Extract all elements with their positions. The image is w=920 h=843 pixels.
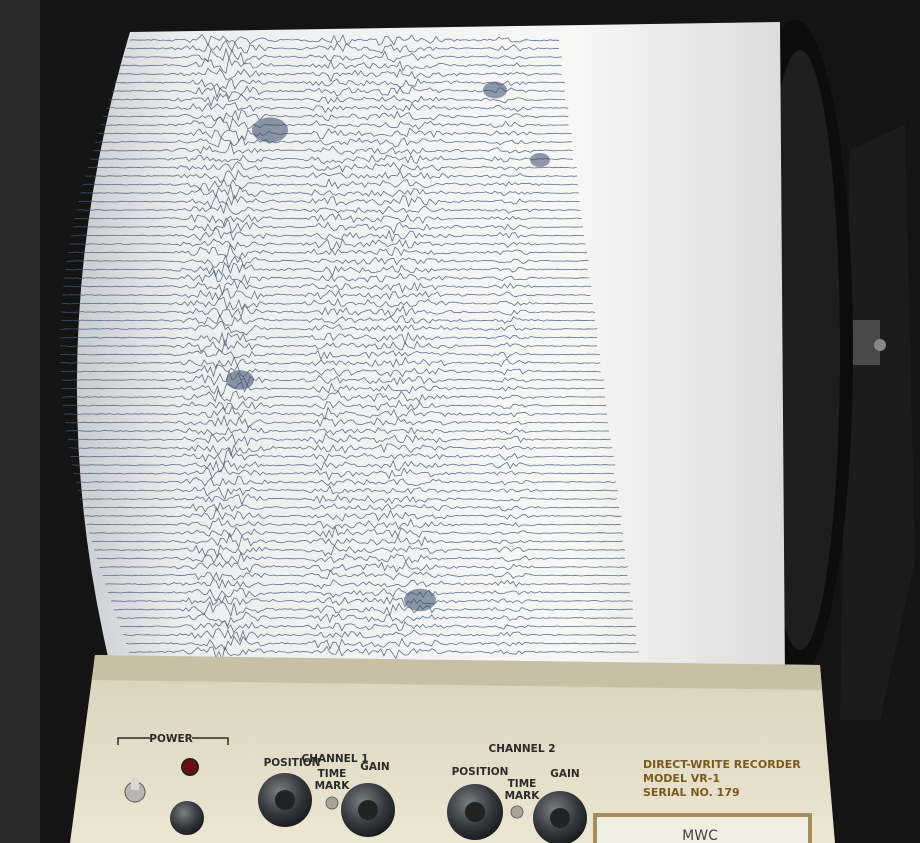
bolt: [874, 339, 886, 351]
recorder-model: MODEL VR-1: [643, 772, 720, 785]
ink-blot: [530, 153, 550, 167]
tag-text: MWC: [682, 828, 718, 843]
time-mark-label: TIME: [508, 778, 537, 790]
position-label: POSITION: [264, 757, 321, 769]
page: POWER CHANNEL 1 POSITION TIME MARK GAIN …: [0, 0, 920, 843]
switch-lever[interactable]: [131, 778, 139, 790]
knob-cap[interactable]: [465, 802, 485, 822]
channel-title: CHANNEL 2: [488, 743, 555, 755]
seismograph-photo: POWER CHANNEL 1 POSITION TIME MARK GAIN …: [0, 0, 920, 843]
ink-blot: [404, 589, 436, 611]
power-lamp[interactable]: [182, 759, 198, 775]
fuse-holder: [170, 801, 204, 835]
knob-cap[interactable]: [358, 800, 378, 820]
time-mark-label: TIME: [318, 768, 347, 780]
knob-cap[interactable]: [550, 808, 570, 828]
ink-blot: [252, 117, 288, 142]
time-mark-label: MARK: [315, 780, 351, 792]
recorder-name: DIRECT-WRITE RECORDER: [643, 758, 801, 771]
gain-label: GAIN: [360, 761, 389, 773]
ink-blot: [483, 82, 507, 99]
ink-blot: [226, 370, 254, 390]
gain-label: GAIN: [550, 768, 579, 780]
position-label: POSITION: [452, 766, 509, 778]
power-label: POWER: [149, 733, 192, 745]
time-mark-button[interactable]: [326, 797, 338, 809]
recorder-serial: SERIAL NO. 179: [643, 786, 740, 799]
knob-cap[interactable]: [275, 790, 295, 810]
time-mark-label: MARK: [505, 790, 541, 802]
time-mark-button[interactable]: [511, 806, 523, 818]
paper-drum: [77, 22, 785, 680]
left-frame: [0, 0, 40, 843]
